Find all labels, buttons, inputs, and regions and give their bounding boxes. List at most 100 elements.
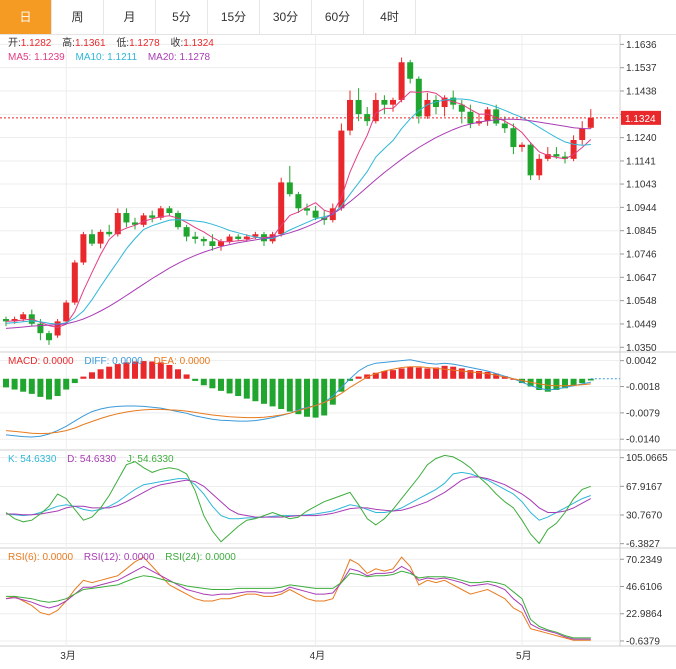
candle-body [458,104,465,112]
tab-15min[interactable]: 15分 [208,0,260,34]
candle-body [286,182,293,195]
tab-week[interactable]: 周 [52,0,104,34]
macd-bar [312,378,319,418]
macd-bar [209,378,216,389]
rsi6-legend: RSI(6): 0.0000 [8,552,73,563]
ma5-legend: MA5: 1.1239 [8,52,65,63]
candle-body [312,210,319,218]
candle-body [553,154,560,157]
candle-body [157,208,164,218]
tab-day[interactable]: 日 [0,0,52,34]
candle-body [381,99,388,105]
y-tick-label: 105.0665 [626,453,668,464]
close-label: 收: [170,36,183,49]
y-tick-label: 1.0746 [626,250,657,261]
k-line [5,471,591,521]
rsi12-legend: RSI(12): 0.0000 [84,552,155,563]
low-label: 低: [116,36,129,49]
y-tick-label: -0.6379 [626,636,660,647]
period-tabs: 日 周 月 5分 15分 30分 60分 4时 [0,0,676,35]
candle-body [570,140,577,159]
legend-open: 开:1.1282 高:1.1361 低:1.1278 收:1.1324 [8,36,214,49]
candle-body [295,194,302,209]
macd-bar [415,367,422,379]
tab-4hour[interactable]: 4时 [364,0,416,34]
y-tick-label: 1.0548 [626,296,657,307]
macd-bar [295,378,302,415]
candle-body [562,156,568,159]
candle-body [372,99,379,122]
rsi24-line [6,570,591,639]
candle-body [46,333,52,341]
macd-bar [71,378,78,384]
y-tick-label: 67.9167 [626,482,663,493]
ma20-legend: MA20: 1.1278 [148,52,211,63]
macd-bar [269,378,276,407]
tab-60min[interactable]: 60分 [312,0,364,34]
candle-body [398,62,405,100]
candle-body [192,236,199,239]
candle-body [450,97,457,105]
rsi24-legend: RSI(24): 0.0000 [165,552,236,563]
candle-body [97,231,104,244]
macd-bar [562,378,568,389]
candle-body [226,236,233,242]
macd-bar [278,378,285,409]
candle-body [278,182,285,235]
y-tick-label: 1.1636 [626,40,657,51]
candle-body [441,97,448,108]
macd-bar [54,378,61,397]
macd-bar [123,362,130,379]
macd-bar [3,378,9,388]
tab-5min[interactable]: 5分 [156,0,208,34]
y-tick-label: 1.0350 [626,343,657,354]
macd-bar [89,372,95,379]
y-tick-label: 1.1240 [626,133,657,144]
macd-legend: MACD: 0.0000 DIFF: 0.0000 DEA: 0.0000 [8,356,211,367]
macd-bar [587,378,594,381]
candle-body [467,111,474,124]
y-tick-label: 1.0845 [626,226,657,237]
candle-body [390,99,396,105]
macd-bar [441,365,448,379]
macd-bar [183,374,190,379]
open-label: 开: [8,38,21,49]
macd-bar [407,366,414,379]
macd-bar [80,376,87,379]
candle-body [3,319,9,322]
rsi6-line [5,556,591,641]
y-tick-label: 70.2349 [626,555,663,566]
macd-bar [433,367,439,379]
macd-bar [381,370,388,379]
axis-labels: 1.16361.15371.14381.13391.12401.11411.10… [60,40,668,662]
macd-bar [140,361,147,379]
macd-bar [114,364,121,379]
macd-bar [175,369,181,379]
tab-month[interactable]: 月 [104,0,156,34]
x-tick-label: 5月 [516,650,532,662]
macd-bar [484,371,491,379]
high-value: 1.1361 [75,38,106,49]
candle-body [304,208,310,211]
candle-body [407,62,414,79]
macd-bar [579,378,586,384]
y-tick-label: 1.1438 [626,87,657,98]
open-value: 1.1282 [21,38,52,49]
candle-body [218,241,224,246]
macd-bar [304,378,310,417]
macd-bar [570,378,577,386]
candle-body [269,234,276,242]
macd-bar [20,378,27,392]
tab-30min[interactable]: 30分 [260,0,312,34]
candle-body [11,319,18,322]
macd-bar [286,378,293,412]
candle-body [114,213,121,235]
ma20-line [5,118,591,329]
candle-body [209,241,216,246]
y-tick-label: 0.0042 [626,356,657,367]
macd-bar [235,378,242,397]
candle-body [587,117,594,128]
candle-body [484,109,491,122]
y-tick-label: 1.1043 [626,180,657,191]
